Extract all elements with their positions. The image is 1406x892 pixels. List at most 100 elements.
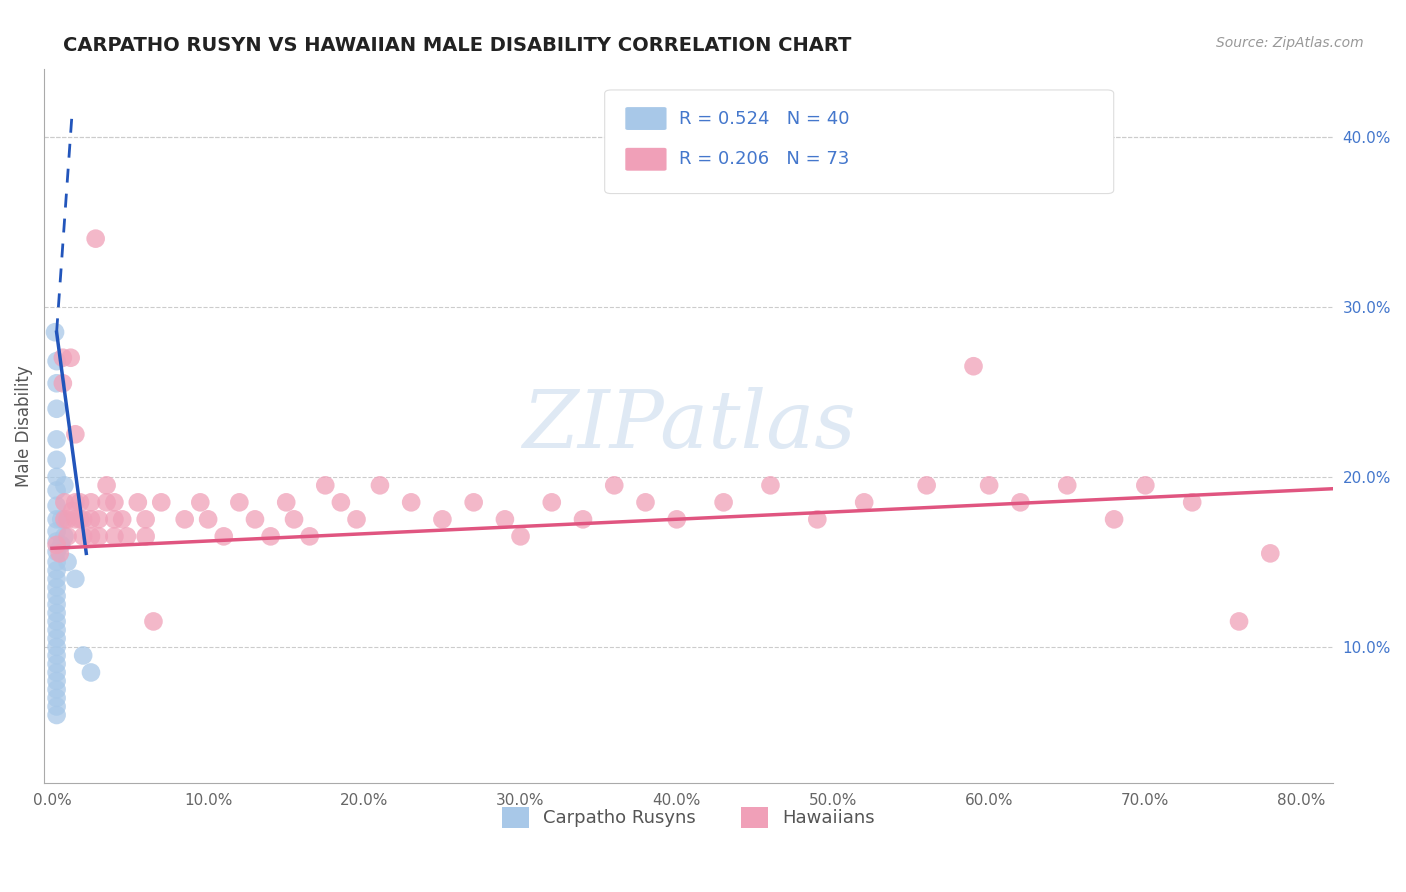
Point [51,538,73,552]
Point [463,495,485,509]
Point [48,546,70,560]
Point [59,351,82,365]
Point [45,534,67,549]
Text: Source: ZipAtlas.com: Source: ZipAtlas.com [1216,36,1364,50]
Point [1227,615,1250,629]
Point [45,682,67,697]
Point [713,495,735,509]
Point [72,529,94,543]
Point [45,524,67,539]
Point [188,495,211,509]
Point [1135,478,1157,492]
Point [45,648,67,663]
Point [56,512,79,526]
Point [45,483,67,498]
Point [45,623,67,637]
Point [283,512,305,526]
Point [1102,512,1125,526]
Point [103,495,125,509]
Point [228,495,250,509]
Text: R = 0.524   N = 40: R = 0.524 N = 40 [679,110,849,128]
Point [45,640,67,654]
Point [212,529,235,543]
Point [45,665,67,680]
Point [135,529,157,543]
Point [259,529,281,543]
Point [45,657,67,671]
Point [298,529,321,543]
Point [173,512,195,526]
FancyBboxPatch shape [605,90,1114,194]
Point [853,495,876,509]
Point [80,529,103,543]
Point [69,495,91,509]
Point [65,512,87,526]
Point [45,563,67,577]
Point [665,512,688,526]
Point [80,495,103,509]
Point [806,512,828,526]
Point [1258,546,1281,560]
Point [127,495,149,509]
Text: CARPATHO RUSYN VS HAWAIIAN MALE DISABILITY CORRELATION CHART: CARPATHO RUSYN VS HAWAIIAN MALE DISABILI… [63,36,852,54]
Point [45,708,67,723]
Point [53,529,76,543]
Point [45,433,67,447]
Point [56,555,79,569]
Point [84,232,107,246]
Point [243,512,266,526]
Point [45,572,67,586]
FancyBboxPatch shape [626,148,666,170]
Point [346,512,368,526]
Point [69,512,91,526]
Point [45,598,67,612]
Point [96,478,118,492]
Point [80,665,103,680]
Point [329,495,352,509]
Point [87,529,110,543]
Point [52,351,75,365]
Point [572,512,595,526]
Point [540,495,562,509]
Point [314,478,336,492]
Point [53,478,76,492]
Point [135,512,157,526]
FancyBboxPatch shape [626,107,666,130]
Point [45,401,67,416]
Point [45,699,67,714]
Point [45,615,67,629]
Point [979,478,1001,492]
Point [72,512,94,526]
Point [96,495,118,509]
Point [53,495,76,509]
Point [915,478,938,492]
Point [1056,478,1078,492]
Point [150,495,173,509]
Point [603,478,626,492]
Point [759,478,782,492]
Point [1181,495,1204,509]
Point [103,529,125,543]
Point [72,648,94,663]
Point [45,354,67,368]
Point [45,512,67,526]
Point [56,529,79,543]
Point [115,529,138,543]
Point [509,529,531,543]
Point [368,478,391,492]
Point [45,452,67,467]
Point [45,538,67,552]
Point [432,512,454,526]
Point [45,690,67,705]
Point [1010,495,1032,509]
Point [87,512,110,526]
Point [399,495,422,509]
Point [45,499,67,513]
Point [45,632,67,646]
Point [60,504,83,518]
Point [65,495,87,509]
Text: R = 0.206   N = 73: R = 0.206 N = 73 [679,150,849,169]
Point [53,512,76,526]
Point [103,512,125,526]
Point [65,572,87,586]
